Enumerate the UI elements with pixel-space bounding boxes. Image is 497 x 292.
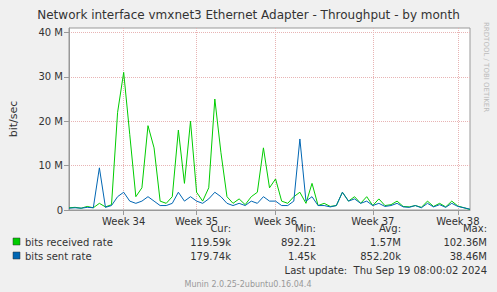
svg-text:0: 0 [57,205,63,216]
svg-text:Cur:: Cur: [210,222,231,234]
svg-text:1.57M: 1.57M [370,237,401,248]
svg-text:30 M: 30 M [38,71,63,82]
svg-text:Week 34: Week 34 [102,216,145,227]
svg-text:Week 37: Week 37 [351,216,394,227]
svg-text:bits sent rate: bits sent rate [25,251,92,262]
svg-text:1.45k: 1.45k [288,251,316,262]
svg-text:20 M: 20 M [38,116,63,127]
svg-text:852.20k: 852.20k [360,251,401,262]
svg-text:Munin 2.0.25-2ubuntu0.16.04.4: Munin 2.0.25-2ubuntu0.16.04.4 [185,280,312,289]
svg-text:179.74k: 179.74k [190,251,231,262]
svg-text:Week 38: Week 38 [436,216,479,227]
svg-text:38.46M: 38.46M [450,251,487,262]
svg-text:bits received rate: bits received rate [25,237,113,248]
svg-text:Week 36: Week 36 [254,216,297,227]
svg-text:102.36M: 102.36M [443,237,487,248]
svg-text:RRDTOOL / TOBI OETIKER: RRDTOOL / TOBI OETIKER [482,22,490,112]
svg-text:40 M: 40 M [38,27,63,38]
svg-text:Max:: Max: [463,222,487,234]
svg-text:Week 35: Week 35 [175,216,218,227]
svg-text:Min:: Min: [295,223,316,234]
svg-text:10 M: 10 M [38,160,63,171]
svg-text:Network interface vmxnet3 Ethe: Network interface vmxnet3 Ethernet Adapt… [37,8,460,22]
svg-text:Last update: Thu Sep 19 08:00: Last update: Thu Sep 19 08:00:02 2024 [285,265,487,276]
svg-text:bit/sec: bit/sec [7,101,20,138]
svg-text:119.59k: 119.59k [190,237,231,248]
svg-text:892.21: 892.21 [281,237,316,248]
svg-text:Avg:: Avg: [379,222,401,234]
